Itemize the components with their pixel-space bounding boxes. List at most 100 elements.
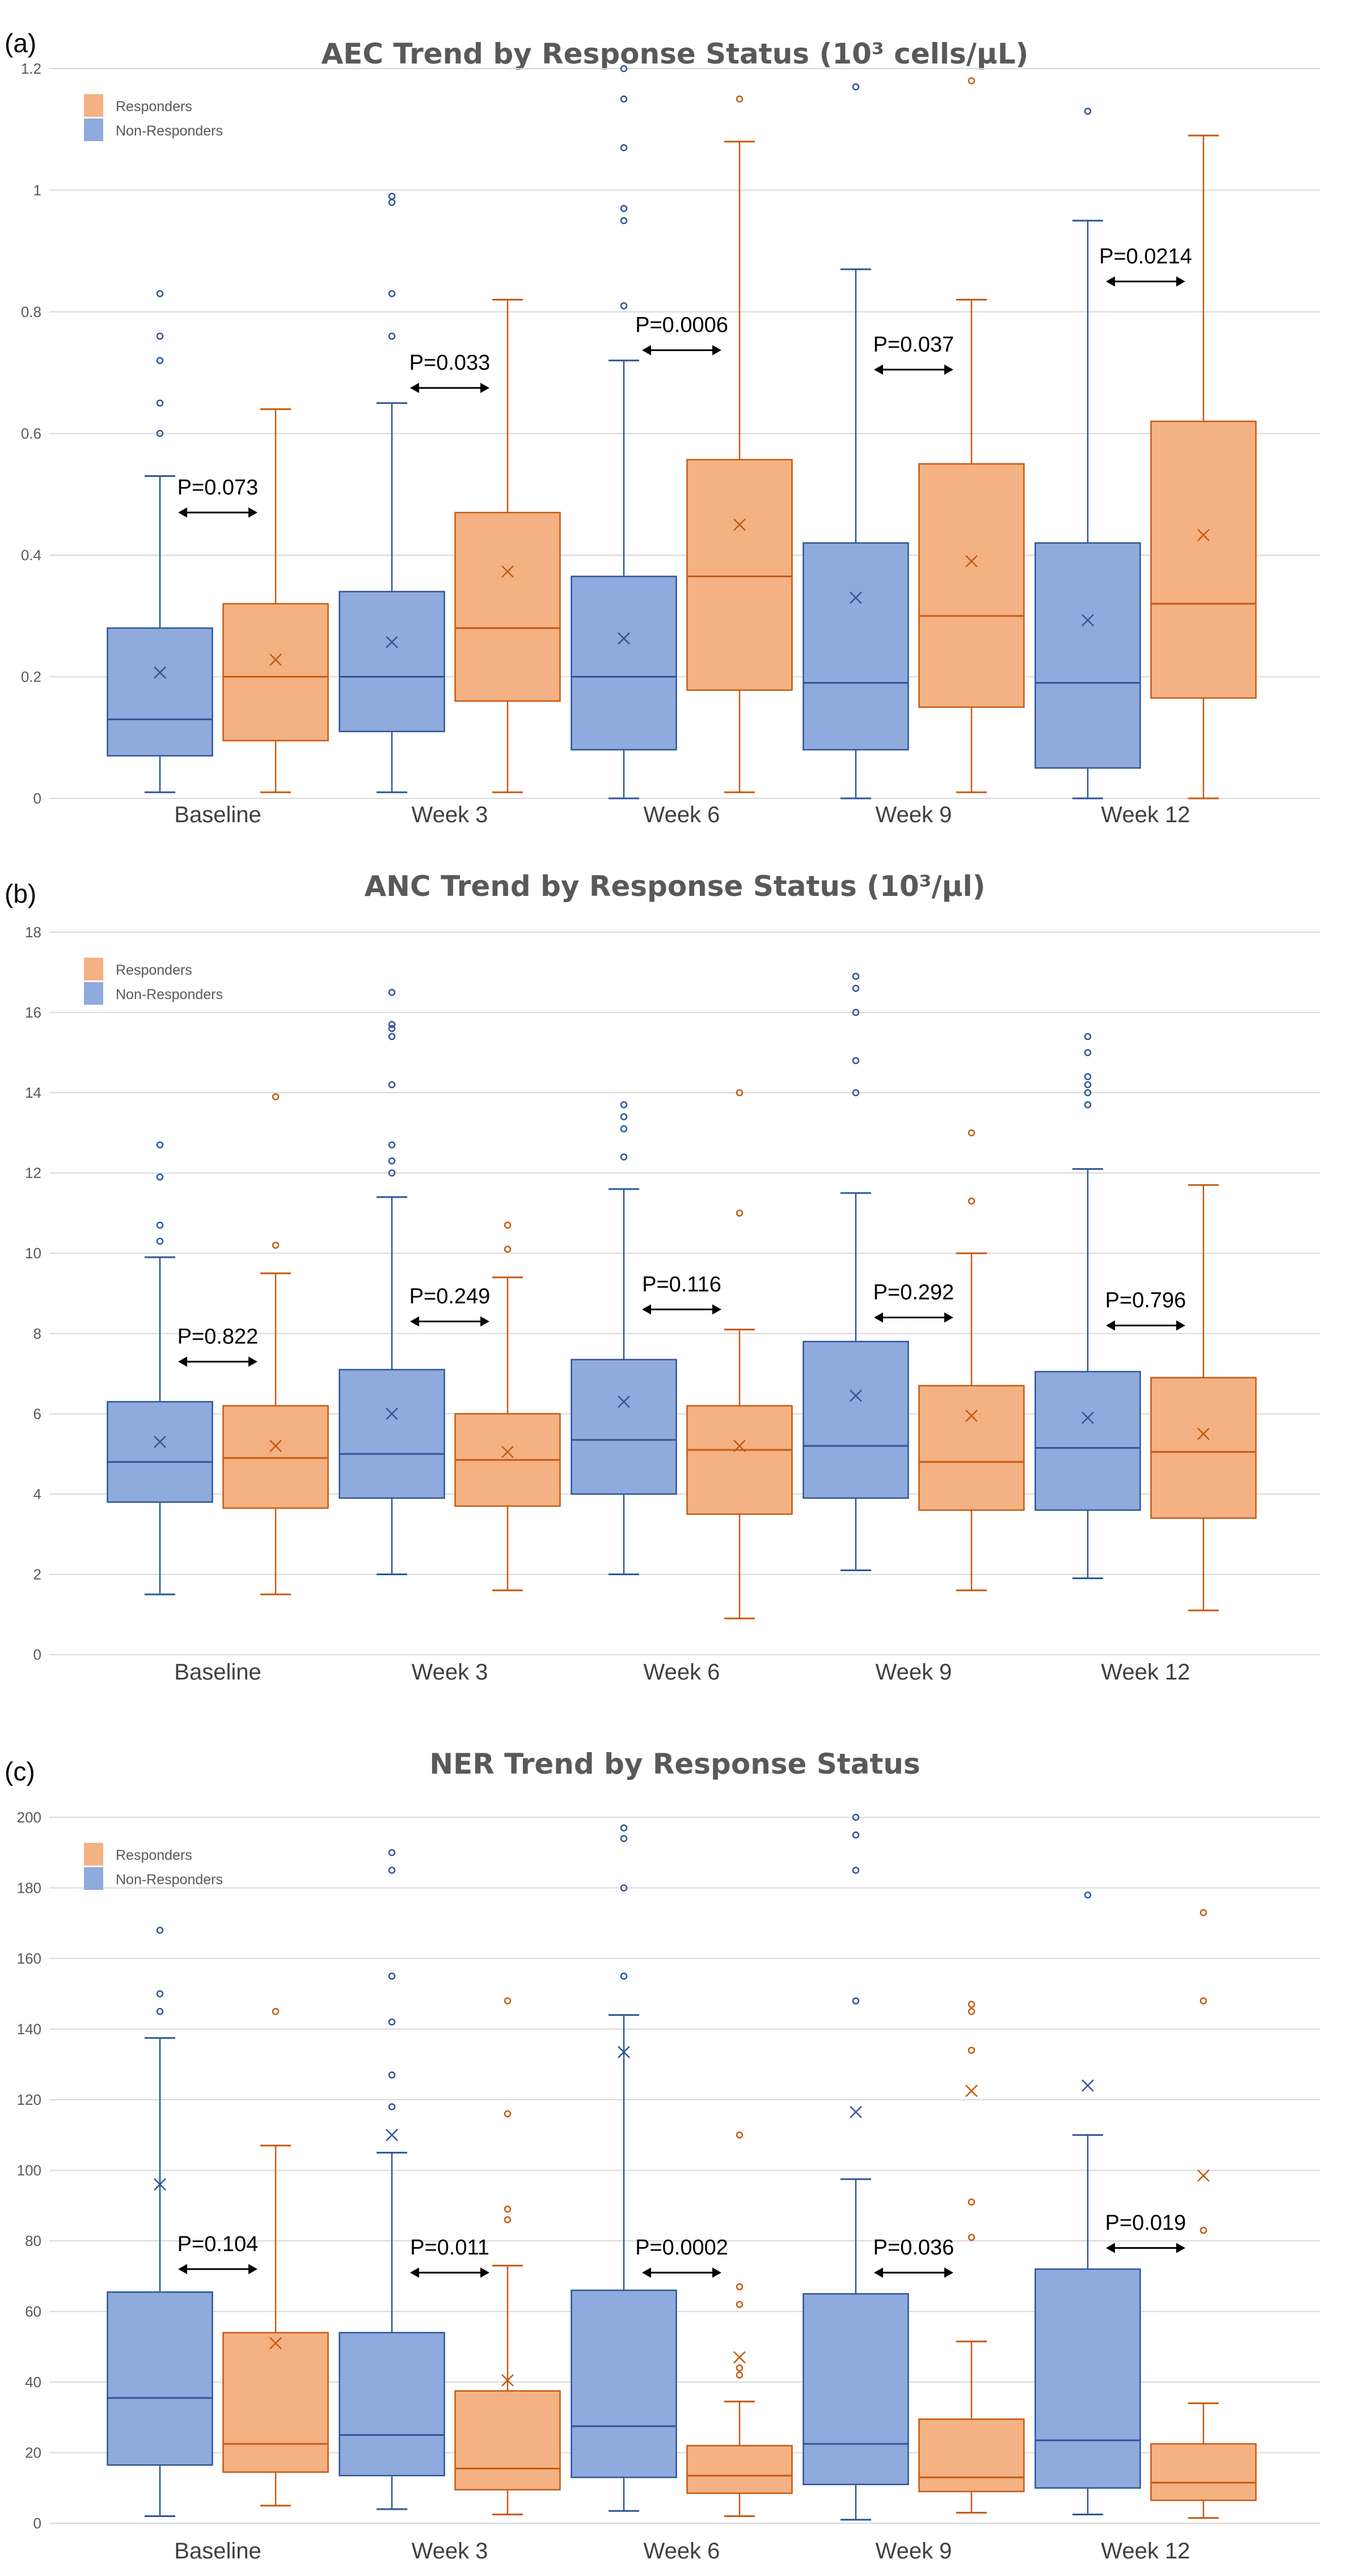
p-value-label: P=0.011: [410, 2236, 489, 2260]
outlier-point: [388, 332, 396, 340]
outlier-point: [504, 1245, 512, 1253]
mean-marker: [269, 653, 282, 666]
y-tick-label: 1: [33, 182, 41, 199]
outlier-point: [1084, 1073, 1092, 1081]
outlier-point: [388, 1025, 396, 1033]
outlier-point: [620, 302, 628, 310]
box-nonresponders: [107, 1926, 213, 2518]
outlier-point: [1084, 1081, 1092, 1089]
mean-marker: [618, 632, 630, 645]
y-tick-label: 18: [25, 924, 41, 941]
arrowhead-left-icon: [874, 364, 883, 375]
outlier-point: [388, 1081, 396, 1089]
p-value-annotation: P=0.019: [1105, 2211, 1186, 2253]
arrowhead-right-icon: [480, 383, 489, 394]
outlier-point: [156, 290, 164, 298]
outlier-point: [852, 972, 860, 980]
outlier-point: [156, 1237, 164, 1245]
arrowhead-right-icon: [1176, 1320, 1185, 1331]
p-value-annotation: P=0.0214: [1099, 244, 1192, 287]
box-nonresponders: [1034, 1891, 1141, 2515]
outlier-point: [388, 192, 396, 200]
box-iqr: [222, 603, 329, 742]
arrowhead-right-icon: [248, 1356, 257, 1367]
outlier-point: [388, 1157, 396, 1165]
x-category-label: Week 12: [1101, 1660, 1190, 1685]
outlier-point: [388, 988, 396, 996]
outlier-point: [736, 2371, 744, 2379]
legend: Responders Non-Responders: [84, 1843, 223, 1890]
box-iqr: [1034, 1371, 1141, 1511]
legend: Responders Non-Responders: [84, 958, 223, 1005]
p-value-annotation: P=0.822: [178, 1325, 258, 1367]
mean-marker: [733, 2351, 746, 2364]
p-value-label: P=0.292: [873, 1280, 954, 1304]
box-iqr: [1034, 2268, 1141, 2489]
outlier-point: [504, 2110, 512, 2118]
mean-marker: [501, 565, 514, 578]
outlier-point: [620, 205, 628, 212]
outlier-point: [736, 1089, 744, 1097]
x-category-label: Week 6: [644, 1660, 720, 1685]
box-nonresponders: [339, 988, 445, 1575]
box-nonresponders: [339, 192, 445, 793]
p-value-label: P=0.116: [642, 1272, 721, 1296]
outlier-point: [736, 1209, 744, 1217]
box-nonresponders: [802, 972, 909, 1571]
outlier-point: [736, 2283, 744, 2291]
arrowhead-left-icon: [410, 383, 419, 394]
box-responders: [686, 1089, 793, 1619]
p-value-annotation: P=0.036: [873, 2236, 954, 2278]
mean-marker: [1082, 1411, 1094, 1424]
arrowhead-right-icon: [944, 1312, 953, 1323]
mean-marker: [269, 2337, 282, 2350]
panel-aec: (a) AEC Trend by Response Status (10³ ce…: [5, 28, 1320, 827]
outlier-point: [1084, 1033, 1092, 1040]
y-tick-label: 10: [25, 1245, 41, 1262]
p-value-label: P=0.037: [873, 333, 954, 357]
box-iqr: [571, 1359, 677, 1495]
mean-marker: [154, 666, 166, 679]
y-tick-label: 2: [33, 1566, 41, 1583]
outlier-point: [968, 2000, 975, 2008]
outlier-point: [968, 2234, 975, 2241]
outlier-point: [504, 1997, 512, 2004]
p-value-label: P=0.104: [178, 2232, 259, 2256]
outlier-point: [388, 2103, 396, 2110]
arrowhead-left-icon: [410, 1316, 419, 1327]
outlier-point: [388, 1021, 396, 1029]
p-value-label: P=0.073: [178, 476, 259, 500]
y-tick-label: 100: [17, 2162, 41, 2179]
legend-swatch-nonresponders: [84, 1867, 103, 1890]
outlier-point: [388, 1169, 396, 1177]
box-iqr: [918, 1385, 1025, 1511]
mean-marker: [850, 2105, 862, 2118]
outlier-point: [620, 1153, 628, 1161]
panel-ner: (c) NER Trend by Response Status 0 20 40 60…: [5, 1748, 1320, 2564]
box-iqr: [571, 2289, 677, 2478]
box-responders: [454, 299, 561, 793]
chart-title: ANC Trend by Response Status (10³/µl): [364, 870, 985, 903]
outlier-point: [272, 2008, 280, 2015]
arrowhead-right-icon: [1176, 2243, 1185, 2253]
box-iqr: [222, 2332, 329, 2473]
outlier-point: [388, 198, 396, 206]
box-iqr: [339, 1369, 445, 1499]
p-value-label: P=0.249: [409, 1285, 491, 1309]
box-iqr: [802, 1340, 909, 1499]
outlier-point: [1199, 1997, 1207, 2004]
legend-swatch-nonresponders: [84, 119, 103, 141]
p-value-annotation: P=0.033: [409, 351, 491, 394]
legend-swatch-nonresponders: [84, 982, 103, 1005]
outlier-point: [736, 95, 744, 103]
p-value-annotation: P=0.249: [409, 1285, 491, 1327]
box-iqr: [454, 2390, 561, 2491]
outlier-point: [852, 1831, 860, 1839]
box-nonresponders: [1034, 1033, 1141, 1580]
legend-label-nonresponders: Non-Responders: [116, 1872, 223, 1888]
box-iqr: [1150, 1377, 1257, 1519]
outlier-point: [968, 2198, 975, 2206]
x-category-label: Week 6: [644, 802, 720, 827]
mean-marker: [965, 1409, 978, 1422]
p-value-label: P=0.033: [409, 351, 491, 375]
